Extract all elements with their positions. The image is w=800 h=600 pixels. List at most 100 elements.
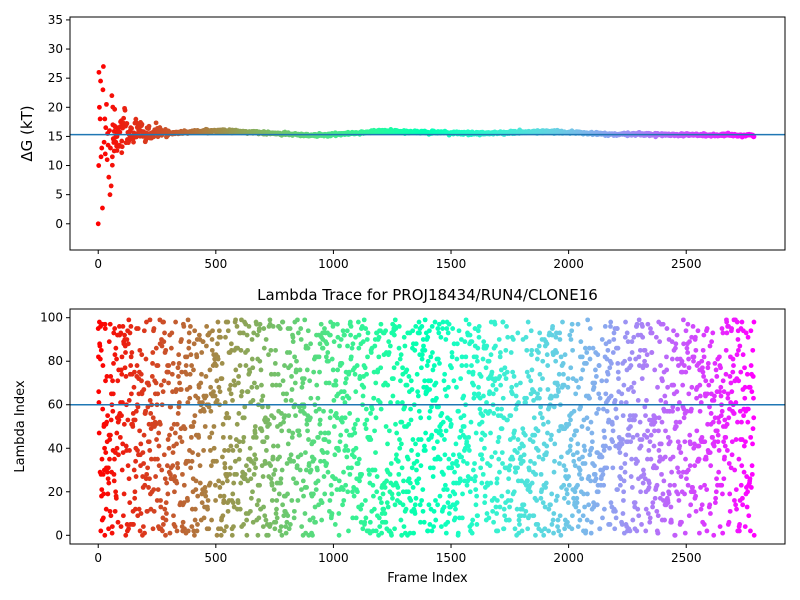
lambda-point	[563, 467, 569, 473]
lambda-point	[705, 421, 711, 427]
x-tick-label: 1000	[318, 257, 349, 271]
lambda-point	[637, 347, 643, 353]
lambda-point	[356, 345, 362, 351]
lambda-point	[665, 500, 671, 506]
lambda-point	[636, 513, 642, 519]
lambda-point	[715, 439, 721, 445]
lambda-point	[329, 356, 335, 362]
lambda-point	[417, 502, 423, 508]
lambda-point	[272, 360, 278, 366]
lambda-point	[623, 452, 629, 458]
lambda-point	[676, 498, 682, 503]
lambda-point	[362, 365, 368, 371]
lambda-point	[651, 443, 657, 449]
lambda-point	[418, 463, 424, 469]
lambda-point	[200, 400, 205, 405]
lambda-point	[515, 330, 521, 336]
lambda-point	[205, 506, 210, 512]
lambda-point	[111, 360, 116, 366]
lambda-point	[378, 365, 384, 371]
lambda-point	[132, 369, 137, 375]
lambda-point	[484, 511, 490, 516]
lambda-point	[198, 380, 204, 386]
lambda-point	[536, 454, 542, 460]
lambda-point	[716, 354, 722, 360]
lambda-point	[176, 374, 181, 379]
lambda-point	[592, 471, 598, 477]
lambda-point	[272, 526, 278, 532]
lambda-point	[347, 319, 353, 325]
lambda-point	[653, 415, 659, 421]
lambda-point	[357, 374, 363, 379]
lambda-point	[571, 408, 577, 414]
lambda-point	[454, 384, 459, 390]
lambda-point	[542, 504, 548, 510]
lambda-point	[645, 321, 651, 327]
lambda-point	[359, 502, 365, 508]
lambda-point	[147, 448, 153, 453]
lambda-point	[313, 487, 319, 493]
lambda-point	[217, 389, 223, 395]
lambda-point	[390, 376, 396, 382]
lambda-point	[204, 343, 209, 349]
lambda-point	[250, 489, 255, 495]
lambda-point	[555, 524, 560, 529]
lambda-point	[336, 478, 342, 484]
lambda-point	[159, 343, 165, 349]
lambda-point	[741, 413, 747, 419]
lambda-point	[587, 395, 592, 401]
lambda-point	[114, 356, 119, 362]
lambda-point	[525, 319, 531, 325]
lambda-point	[396, 491, 401, 497]
lambda-point	[543, 480, 549, 486]
lambda-point	[456, 328, 462, 334]
lambda-point	[475, 328, 481, 334]
lambda-point	[270, 324, 276, 329]
lambda-point	[578, 376, 584, 382]
lambda-point	[581, 443, 587, 449]
lambda-point	[112, 326, 118, 331]
lambda-point	[435, 326, 441, 331]
lambda-point	[374, 489, 380, 495]
lambda-point	[99, 487, 105, 493]
lambda-point	[267, 421, 272, 427]
lambda-point	[596, 363, 602, 368]
lambda-point	[526, 467, 532, 473]
lambda-point	[729, 326, 735, 331]
lambda-point	[477, 406, 483, 412]
lambda-point	[206, 404, 212, 410]
lambda-point	[602, 434, 608, 440]
lambda-point	[187, 395, 193, 401]
lambda-point	[424, 363, 430, 368]
lambda-point	[476, 334, 482, 340]
lambda-point	[317, 417, 323, 423]
lambda-point	[537, 387, 543, 392]
lambda-point	[479, 480, 485, 486]
lambda-point	[433, 517, 439, 523]
lambda-point	[176, 400, 182, 405]
lambda-point	[612, 397, 618, 403]
lambda-point	[367, 471, 372, 477]
lambda-point	[191, 367, 196, 373]
lambda-point	[131, 522, 136, 527]
lambda-point	[742, 395, 748, 401]
lambda-point	[331, 339, 337, 345]
lambda-point	[642, 404, 648, 410]
lambda-point	[119, 371, 125, 377]
lambda-point	[220, 454, 225, 460]
x-tick-label: 1500	[436, 257, 467, 271]
lambda-point	[343, 376, 349, 382]
lambda-point	[283, 397, 289, 403]
lambda-point	[476, 384, 481, 390]
lambda-point	[414, 458, 420, 464]
lambda-point	[355, 319, 361, 325]
lambda-point	[228, 341, 234, 347]
lambda-point	[285, 441, 291, 447]
lambda-point	[589, 439, 595, 445]
lambda-point	[489, 454, 495, 460]
lambda-point	[297, 467, 303, 473]
lambda-point	[116, 417, 122, 423]
lambda-point	[636, 354, 642, 360]
lambda-point	[373, 528, 379, 534]
lambda-point	[373, 415, 379, 421]
